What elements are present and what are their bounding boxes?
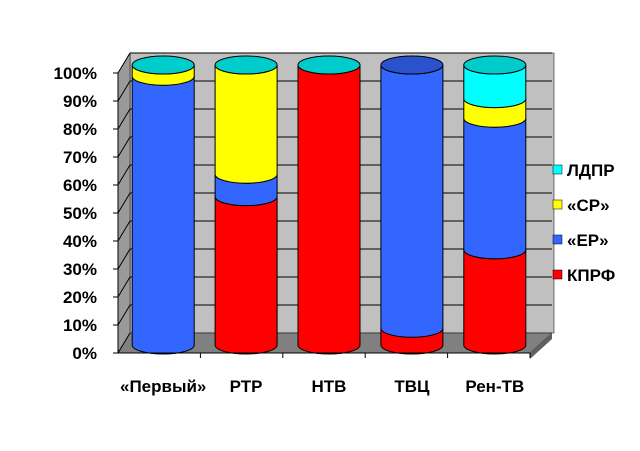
side-gridline <box>117 276 131 298</box>
x-tick-label: РТР <box>230 377 263 396</box>
side-gridline <box>117 164 131 186</box>
bar-segment-КПРФ <box>463 249 527 355</box>
bar-top-cap <box>380 55 444 75</box>
bar-segment-КПРФ <box>214 196 278 355</box>
legend-swatch <box>552 269 563 280</box>
side-gridline <box>117 248 131 270</box>
legend-swatch <box>552 199 563 210</box>
y-tick-label: 10% <box>63 316 97 335</box>
bar-3 <box>380 55 444 355</box>
bar-segment-КПРФ <box>297 64 361 355</box>
y-tick-label: 60% <box>63 176 97 195</box>
legend-label: «СР» <box>567 196 610 215</box>
x-tick-label: Рен-ТВ <box>465 377 524 396</box>
bar-top-cap <box>463 55 527 75</box>
bar-4 <box>463 55 527 355</box>
y-tick-label: 90% <box>63 92 97 111</box>
legend-label: КПРФ <box>567 266 615 285</box>
y-tick-label: 80% <box>63 120 97 139</box>
x-axis-labels: «Первый» РТР НТВ ТВЦ Рен-ТВ <box>118 352 531 396</box>
side-gridline <box>117 192 131 214</box>
bars <box>131 55 527 355</box>
floor-edge <box>530 333 552 359</box>
y-axis-ticks: 0% 10% 20% 30% 40% 50% 60% 70% 80% 90% 100% <box>54 64 119 363</box>
side-gridline <box>117 304 131 326</box>
x-tick-label: «Первый» <box>120 377 206 396</box>
y-tick-label: 0% <box>72 344 97 363</box>
bar-segment-«ЕР» <box>380 64 444 338</box>
bar-1 <box>214 55 278 355</box>
y-tick-label: 70% <box>63 148 97 167</box>
y-tick-label: 50% <box>63 204 97 223</box>
y-tick-label: 40% <box>63 232 97 251</box>
side-gridline <box>117 136 131 158</box>
side-gridline <box>117 80 131 102</box>
bar-segment-«ЕР» <box>463 118 527 260</box>
legend-swatch <box>552 234 563 245</box>
side-gridline <box>117 108 131 130</box>
side-gridline <box>117 332 131 354</box>
bar-segment-«СР» <box>214 64 278 184</box>
legend-label: ЛДПР <box>567 161 615 180</box>
bar-segment-«ЕР» <box>131 76 195 355</box>
bar-top-cap <box>297 55 361 75</box>
x-tick-label: НТВ <box>312 377 347 396</box>
legend-label: «ЕР» <box>567 231 609 250</box>
side-gridline <box>117 52 131 74</box>
bar-top-cap <box>131 55 195 75</box>
legend-swatch <box>552 164 563 175</box>
side-gridline <box>117 220 131 242</box>
bar-0 <box>131 55 195 355</box>
y-tick-label: 100% <box>54 64 97 83</box>
bar-top-cap <box>214 55 278 75</box>
bar-2 <box>297 55 361 355</box>
y-tick-label: 30% <box>63 260 97 279</box>
y-tick-label: 20% <box>63 288 97 307</box>
x-tick-label: ТВЦ <box>394 377 430 396</box>
legend: ЛДПР «СР» «ЕР» КПРФ <box>552 161 615 285</box>
